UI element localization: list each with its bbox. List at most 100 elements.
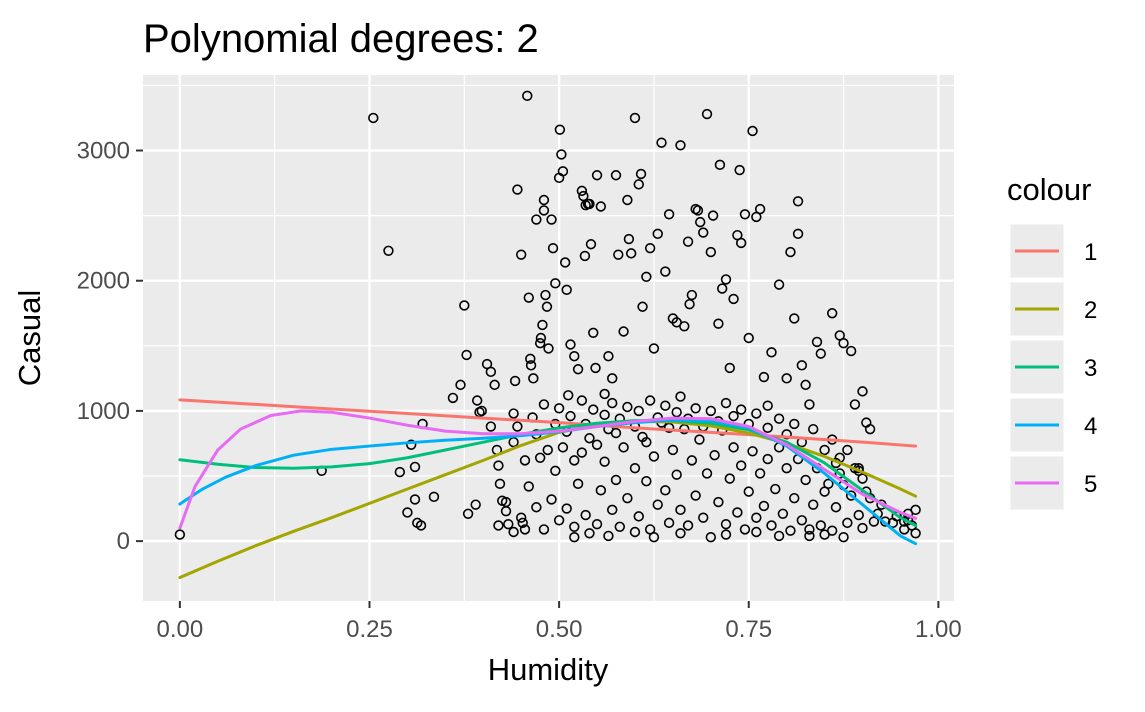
data-point	[842, 517, 853, 529]
data-point	[503, 518, 514, 530]
data-point	[853, 509, 864, 521]
data-point	[808, 423, 819, 435]
data-point	[713, 318, 724, 329]
data-point	[695, 216, 706, 228]
data-point	[635, 168, 647, 180]
data-point	[785, 246, 796, 258]
data-point	[800, 474, 811, 486]
data-point	[409, 461, 421, 473]
data-point	[732, 507, 743, 518]
data-point	[493, 520, 504, 531]
data-point	[614, 521, 626, 532]
data-point	[694, 434, 705, 445]
data-point	[622, 194, 633, 206]
data-point	[804, 399, 815, 410]
data-point	[770, 483, 781, 495]
data-point	[766, 347, 777, 358]
data-point	[406, 439, 417, 450]
data-point	[675, 391, 686, 402]
y-axis: 0 1000 2000 3000	[77, 138, 143, 555]
data-point	[508, 408, 519, 419]
data-point	[789, 418, 800, 430]
data-point	[648, 532, 660, 543]
data-point	[849, 399, 861, 410]
data-point	[735, 237, 747, 249]
data-point	[531, 214, 542, 225]
data-point	[705, 246, 717, 258]
data-point	[660, 266, 671, 277]
data-point	[739, 209, 751, 220]
data-point	[523, 481, 534, 492]
data-point	[826, 308, 838, 319]
data-point	[512, 184, 523, 195]
y-tick-label: 0	[117, 528, 130, 555]
data-point	[735, 460, 747, 471]
data-point	[470, 499, 481, 510]
data-point	[754, 468, 766, 479]
data-point	[804, 524, 815, 535]
y-tick-label: 3000	[77, 138, 130, 165]
data-point	[762, 400, 773, 411]
data-point	[603, 530, 614, 542]
data-point	[622, 401, 633, 413]
data-point	[517, 517, 528, 529]
data-point	[525, 360, 537, 371]
data-point	[402, 507, 413, 518]
data-point	[563, 390, 574, 401]
data-point	[808, 499, 819, 510]
data-point	[667, 444, 679, 456]
data-point	[512, 421, 523, 432]
data-point	[796, 360, 808, 371]
data-point	[579, 250, 591, 262]
scatter-points	[174, 90, 921, 543]
data-point	[415, 520, 427, 531]
data-point	[174, 529, 186, 540]
data-point	[845, 490, 857, 501]
data-point	[641, 271, 652, 283]
data-point	[629, 462, 641, 474]
data-point	[709, 449, 720, 461]
y-tick-label: 1000	[77, 398, 130, 425]
data-point	[584, 198, 595, 210]
data-point	[671, 469, 682, 480]
data-point	[565, 339, 576, 350]
fit-line-degree-5	[178, 409, 918, 530]
data-point	[705, 405, 717, 417]
x-tick-label: 1.00	[915, 616, 962, 643]
data-point	[800, 379, 811, 391]
legend: colour 1 2 3 4 5	[1007, 172, 1097, 511]
data-point	[556, 149, 567, 160]
data-point	[644, 395, 656, 406]
data-point	[538, 194, 550, 206]
data-point	[569, 521, 580, 532]
data-point	[595, 485, 607, 496]
data-point	[637, 301, 648, 312]
data-point	[591, 170, 603, 181]
data-point	[641, 436, 652, 448]
data-point	[462, 508, 474, 519]
data-point	[830, 502, 842, 513]
data-point	[542, 444, 553, 456]
data-point	[701, 108, 713, 120]
data-point	[455, 379, 466, 391]
data-point	[584, 528, 595, 539]
data-point	[610, 170, 622, 181]
legend-item-1: 1	[1009, 223, 1097, 279]
legend-label: 4	[1084, 413, 1097, 440]
data-point	[610, 474, 622, 486]
data-point	[625, 248, 637, 259]
data-point	[686, 455, 698, 466]
data-point	[713, 496, 724, 508]
x-tick-label: 0.50	[536, 616, 583, 643]
data-point	[618, 326, 629, 337]
data-point	[660, 400, 671, 411]
data-point	[663, 209, 675, 220]
data-point	[720, 529, 732, 540]
data-point	[559, 257, 571, 268]
data-point	[781, 462, 792, 474]
data-point	[720, 274, 732, 285]
data-point	[838, 338, 849, 349]
data-point	[762, 422, 773, 434]
